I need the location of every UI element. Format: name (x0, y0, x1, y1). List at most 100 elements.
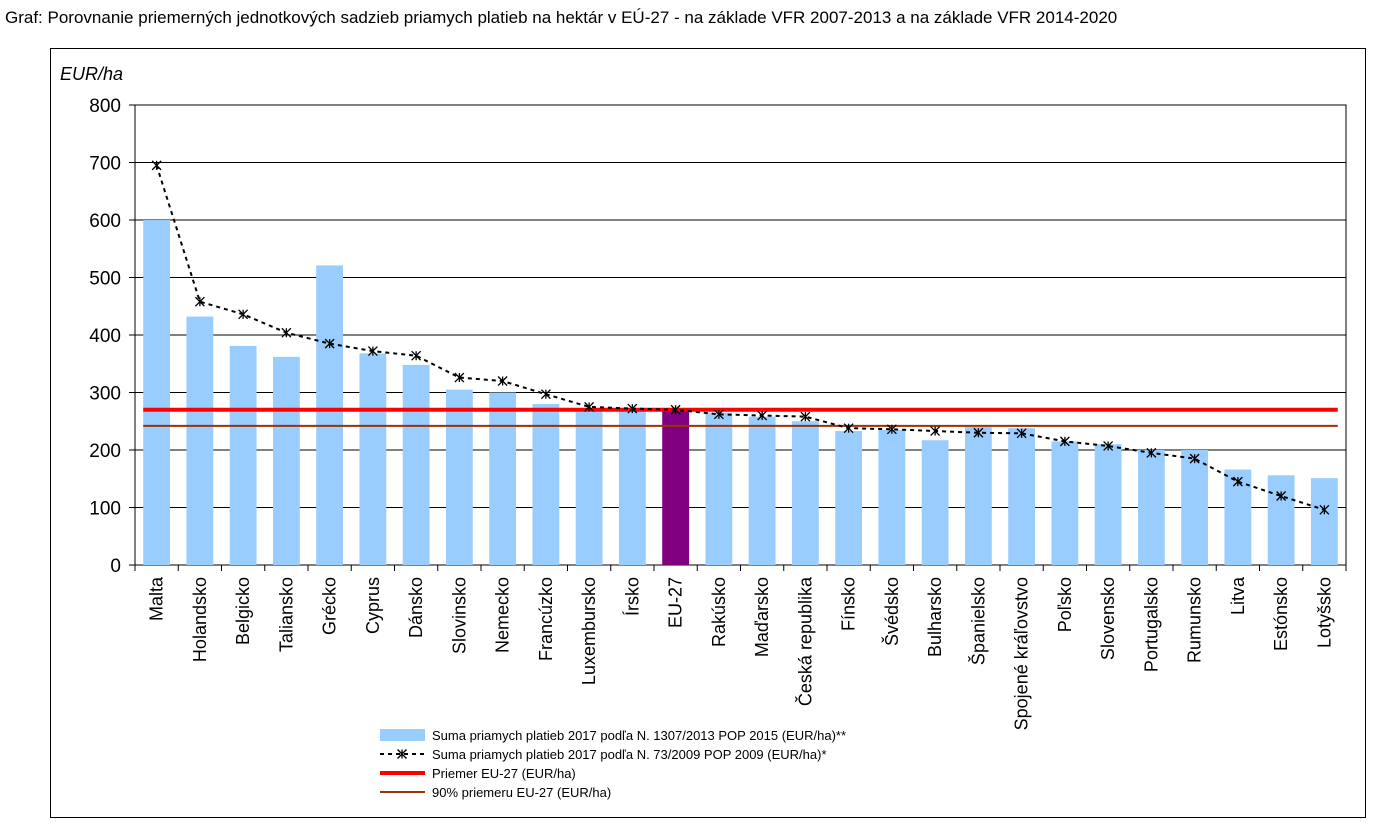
x-tick-label: Estónsko (1271, 577, 1291, 651)
line-point-2009 (843, 423, 854, 434)
line-point-2009 (1276, 491, 1287, 501)
line-point-2009 (1319, 504, 1330, 515)
chart-frame (50, 48, 1366, 818)
bar (964, 427, 992, 565)
bar (489, 392, 517, 565)
legend-label: 90% priemeru EU-27 (EUR/ha) (432, 785, 611, 800)
y-tick-label: 300 (89, 384, 121, 405)
bar (186, 316, 214, 565)
line-point-2009 (627, 403, 638, 414)
x-tick-label: Luxembursko (579, 577, 599, 685)
line-point-2009 (1189, 453, 1200, 464)
line-point-2009 (194, 296, 205, 307)
x-tick-label: Dánsko (406, 577, 426, 638)
line-point-2009 (1146, 447, 1157, 458)
x-tick-label: Malta (147, 576, 167, 621)
line-point-2009 (281, 327, 292, 338)
bar (1051, 441, 1079, 565)
line-point-2009 (411, 350, 422, 361)
x-tick-label: Rakúsko (709, 577, 729, 647)
legend-label: Suma priamych platieb 2017 podľa N. 1307… (432, 728, 846, 743)
x-tick-label: Poľsko (1055, 577, 1075, 632)
x-tick-label: Rumunsko (1185, 577, 1205, 663)
line-point-2009 (540, 389, 551, 400)
bar (618, 409, 646, 565)
line-point-2009 (584, 401, 595, 412)
x-tick-label: Grécko (320, 577, 340, 635)
bar (1310, 478, 1338, 565)
x-tick-label: Španielsko (967, 577, 988, 665)
x-tick-label: Holandsko (190, 577, 210, 662)
bar (748, 416, 776, 565)
bar (1267, 475, 1295, 565)
bar (143, 220, 171, 565)
bar (445, 389, 473, 565)
line-point-2009 (930, 426, 941, 436)
line-point-2009 (238, 309, 249, 320)
bar (921, 440, 949, 565)
bar (662, 409, 690, 565)
x-tick-label: Taliansko (276, 577, 296, 652)
line-point-2009 (497, 376, 508, 386)
bar (791, 421, 819, 565)
x-tick-label: Švédsko (881, 577, 902, 646)
bar (359, 353, 387, 565)
line-point-2009 (1016, 428, 1027, 439)
y-tick-label: 500 (89, 269, 121, 290)
bar (1094, 444, 1122, 565)
bar (575, 409, 603, 565)
line-point-2009 (713, 409, 724, 420)
line-point-2009 (454, 372, 465, 383)
line-point-2009 (800, 411, 811, 422)
x-tick-label: Nemecko (493, 577, 513, 653)
bar (1181, 450, 1209, 565)
x-tick-label: EU-27 (666, 577, 686, 628)
x-tick-label: Česká republika (794, 576, 815, 706)
x-tick-label: Fínsko (839, 577, 859, 631)
bar (835, 431, 863, 565)
line-point-2009 (973, 427, 984, 438)
line-point-2009 (1232, 476, 1243, 487)
legend-label: Priemer EU-27 (EUR/ha) (432, 766, 576, 781)
x-tick-label: Portugalsko (1141, 577, 1161, 672)
chart-title: Graf: Porovnanie priemerných jednotkovýc… (5, 8, 1118, 27)
x-tick-label: Slovinsko (449, 577, 469, 654)
y-tick-label: 0 (110, 556, 121, 577)
x-tick-label: Írsko (622, 577, 642, 616)
legend-swatch-marker (397, 749, 407, 759)
x-tick-label: Lotyšsko (1314, 577, 1334, 648)
bar (316, 265, 344, 565)
y-tick-label: 800 (89, 96, 121, 117)
x-tick-label: Maďarsko (752, 577, 772, 657)
bar (532, 404, 560, 565)
x-tick-label: Francúzko (536, 577, 556, 661)
line-point-2009 (151, 160, 162, 171)
bar (1008, 428, 1036, 565)
y-axis-label: EUR/ha (60, 64, 124, 84)
y-tick-label: 700 (89, 154, 121, 175)
line-point-2009 (670, 404, 681, 415)
legend-swatch-bars (380, 729, 425, 741)
bar (878, 429, 906, 565)
y-tick-label: 400 (89, 326, 121, 347)
x-tick-label: Cyprus (363, 577, 383, 634)
y-tick-label: 600 (89, 211, 121, 232)
bar (402, 364, 430, 565)
x-tick-label: Litva (1228, 576, 1248, 615)
legend-label: Suma priamych platieb 2017 podľa N. 73/2… (432, 747, 827, 762)
bar (272, 356, 300, 565)
bar (229, 345, 257, 565)
y-tick-label: 200 (89, 441, 121, 462)
line-point-2009 (324, 338, 335, 349)
line-point-2009 (1103, 441, 1114, 451)
x-tick-label: Belgicko (233, 577, 253, 645)
line-point-2009 (757, 410, 768, 421)
x-tick-label: Slovensko (1098, 577, 1118, 660)
bar (1137, 450, 1165, 565)
bar (705, 412, 733, 565)
x-tick-label: Bulharsko (925, 577, 945, 657)
y-tick-label: 100 (89, 499, 121, 520)
x-tick-label: Spojené kráľovstvo (1012, 577, 1032, 730)
line-point-2009 (367, 346, 378, 357)
